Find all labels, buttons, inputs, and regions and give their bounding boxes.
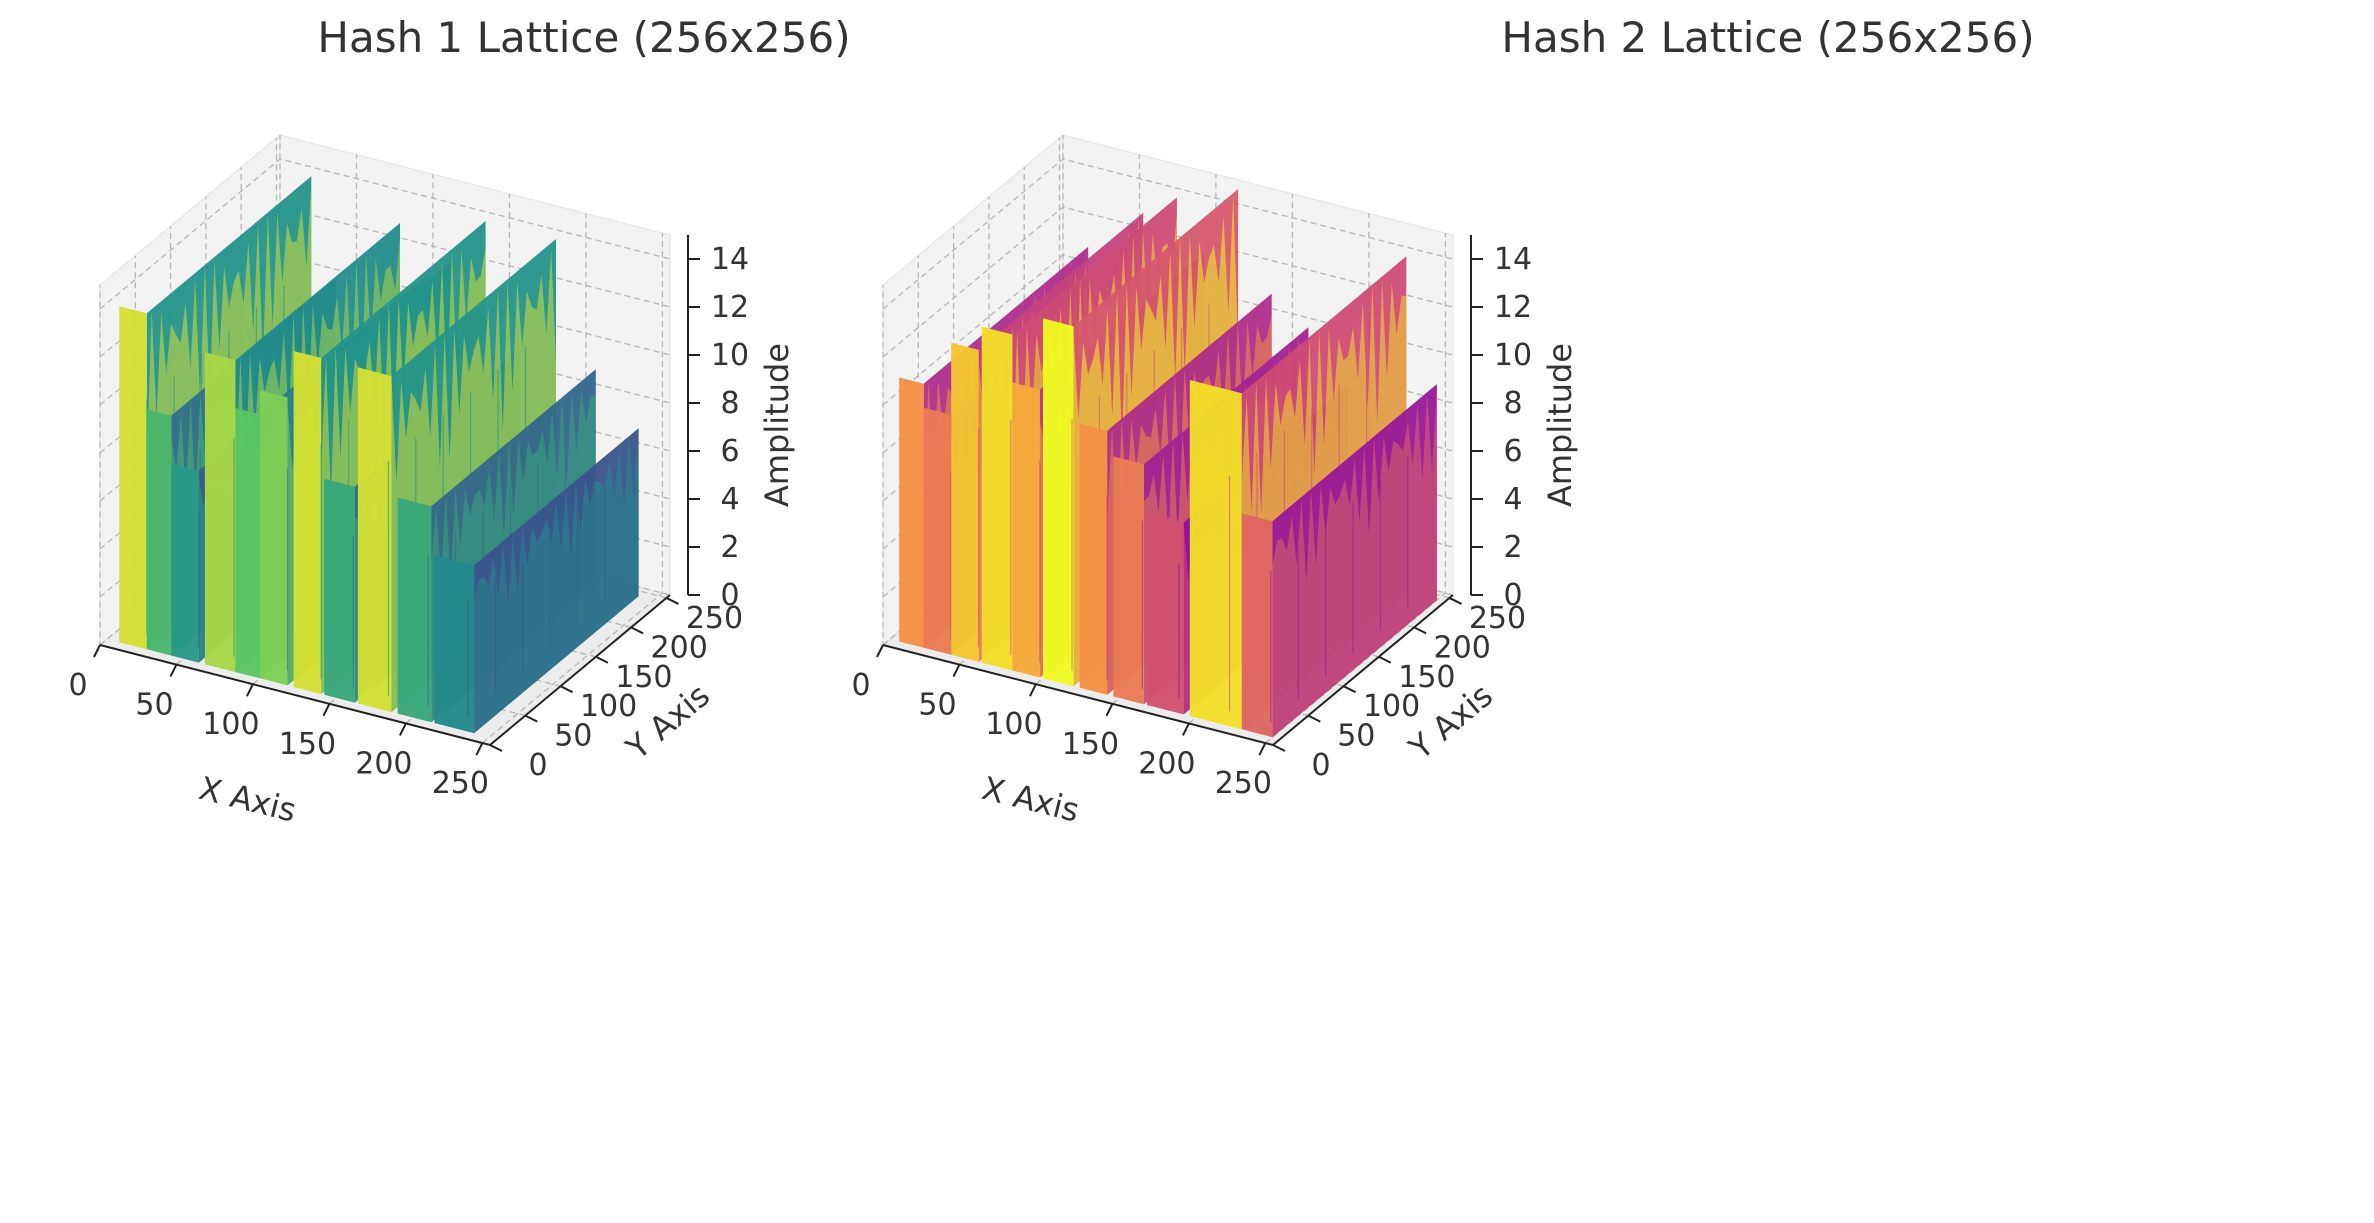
z-tick-label: 8 [720, 386, 739, 421]
x-tick-label: 100 [985, 707, 1042, 742]
x-tick-label: 200 [355, 746, 412, 781]
chart-title: Hash 1 Lattice (256x256) [317, 13, 850, 62]
z-tick-label: 10 [711, 338, 749, 373]
z-tick-label: 12 [711, 290, 749, 325]
y-tick-label: 50 [1337, 719, 1375, 754]
x-tick-label: 50 [135, 688, 173, 723]
surface-ridge [434, 428, 639, 734]
x-tick-label: 0 [851, 668, 870, 703]
x-axis-label: X Axis [195, 769, 300, 830]
x-tick-label: 200 [1138, 746, 1195, 781]
z-axis-label: Amplitude [1541, 343, 1579, 507]
grid-line-x [1264, 233, 1447, 744]
y-tick-label: 0 [1311, 748, 1330, 783]
x-tick-label: 100 [202, 707, 259, 742]
y-tick-label: 0 [528, 748, 547, 783]
z-tick-label: 6 [720, 434, 739, 469]
y-axis-line [1272, 594, 1454, 746]
y-tick-label: 200 [1434, 630, 1491, 665]
x-tick-label: 250 [432, 766, 489, 801]
chart-title: Hash 2 Lattice (256x256) [1501, 13, 2034, 62]
z-tick-label: 12 [1494, 290, 1532, 325]
grid-line-z [882, 206, 1454, 358]
y-tick-label: 150 [1398, 660, 1455, 695]
x-axis-label: X Axis [978, 769, 1083, 830]
grid-line-x [481, 233, 664, 744]
x-axis-line [882, 644, 1274, 746]
z-tick-label: 2 [1503, 530, 1522, 565]
z-tick-label: 14 [711, 242, 749, 277]
z-tick-label: 6 [1503, 434, 1522, 469]
z-tick-label: 4 [1503, 482, 1522, 517]
grid-line-z [882, 158, 1454, 310]
y-tick-label: 250 [686, 601, 743, 636]
x-tick-label: 250 [1215, 766, 1272, 801]
y-tick-label: 150 [615, 660, 672, 695]
z-tick-label: 2 [720, 530, 739, 565]
z-tick-label: 4 [720, 482, 739, 517]
z-tick-label: 8 [1503, 386, 1522, 421]
z-tick-label: 10 [1494, 338, 1532, 373]
z-tick-label: 0 [720, 578, 739, 613]
y-tick-label: 100 [1363, 689, 1420, 724]
z-tick-label: 0 [1503, 578, 1522, 613]
x-axis-line [99, 644, 491, 746]
x-tick-label: 0 [68, 668, 87, 703]
y-tick-label: 200 [651, 630, 708, 665]
x-tick-label: 150 [1062, 727, 1119, 762]
y-tick-label: 100 [580, 689, 637, 724]
y-tick-label: 250 [1469, 601, 1526, 636]
grid-line-z [99, 158, 671, 310]
y-axis-line [489, 594, 671, 746]
surface-ridge [1241, 384, 1437, 738]
grid-line-z [882, 254, 1454, 406]
panel-hash-1: 0501001502002500501001502002500246810121… [68, 13, 850, 830]
x-tick-label: 150 [279, 727, 336, 762]
panel-hash-2: 0501001502002500501001502002500246810121… [851, 13, 2034, 830]
z-axis-label: Amplitude [758, 343, 796, 507]
y-tick-label: 50 [554, 719, 592, 754]
x-tick-label: 50 [918, 688, 956, 723]
z-tick-label: 14 [1494, 242, 1532, 277]
